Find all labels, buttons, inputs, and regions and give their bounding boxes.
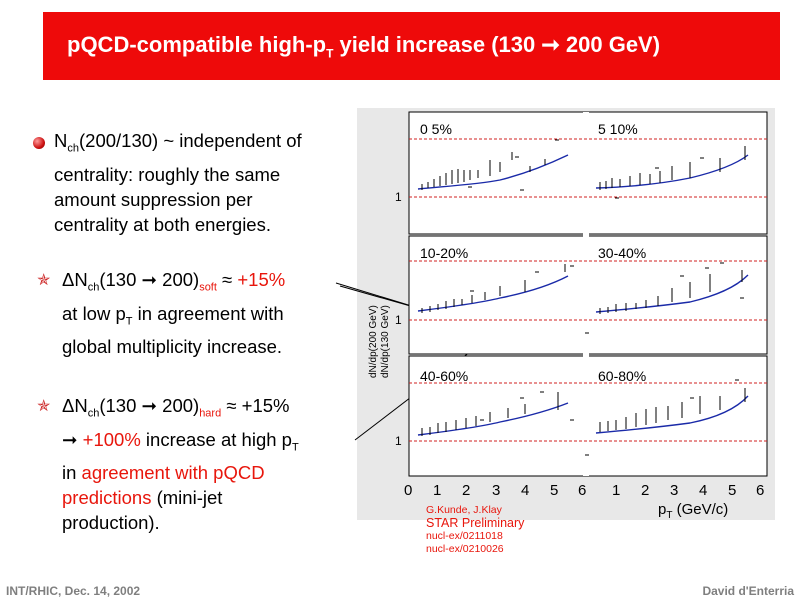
slide-title: pQCD-compatible high-pT yield increase (…: [67, 32, 661, 61]
plot-frames: [408, 111, 768, 477]
svg-text:6: 6: [578, 482, 586, 499]
ytick-label: 1: [395, 190, 402, 204]
bullet-3: ΔNch(130 ➞ 200)hard ≈ +15% ➞ +100% incre…: [62, 395, 299, 534]
x-axis-label: pT (GeV/c): [658, 501, 728, 521]
svg-text:1: 1: [612, 482, 620, 499]
svg-text:1: 1: [433, 482, 441, 499]
footer-author: David d'Enterria: [702, 584, 794, 598]
ytick-label: 1: [395, 313, 402, 327]
svg-text:0: 0: [404, 482, 412, 499]
svg-text:6: 6: [756, 482, 764, 499]
data-points: [421, 139, 746, 456]
bullet-ball-icon: [33, 137, 45, 149]
panel-label: 30-40%: [598, 245, 646, 261]
footer-event: INT/RHIC, Dec. 14, 2002: [6, 584, 141, 598]
x-axis-ticks: 0 1 2 3 4 5 6 1 2 3 4 5 6: [404, 482, 764, 499]
svg-text:3: 3: [492, 482, 500, 499]
svg-text:4: 4: [699, 482, 707, 499]
panel-label: 60-80%: [598, 368, 646, 384]
pqcd-curves: [417, 154, 749, 436]
figure-caption: G.Kunde, J.Klay STAR Preliminary nucl-ex…: [426, 504, 525, 555]
svg-text:2: 2: [641, 482, 649, 499]
svg-text:3: 3: [670, 482, 678, 499]
panel-label: 0 5%: [420, 121, 452, 137]
svg-text:5: 5: [550, 482, 558, 499]
panel-label: 5 10%: [598, 121, 638, 137]
panel-label: 40-60%: [420, 368, 468, 384]
ytick-label: 1: [395, 434, 402, 448]
bullet-1: Nch(200/130) ~ independent of centrality…: [54, 130, 302, 235]
title-bar: pQCD-compatible high-pT yield increase (…: [43, 12, 780, 80]
svg-text:5: 5: [728, 482, 736, 499]
svg-text:4: 4: [521, 482, 529, 499]
star-bullet-icon: ✯: [37, 398, 51, 415]
y-axis-label: dN/dp(200 GeV): [368, 305, 379, 378]
star-bullet-icon: ✯: [37, 272, 51, 289]
panel-label: 10-20%: [420, 245, 468, 261]
svg-text:2: 2: [462, 482, 470, 499]
y-axis-label: dN/dp(130 GeV): [380, 305, 391, 378]
bullet-2: ΔNch(130 ➞ 200)soft ≈ +15% at low pT in …: [62, 269, 286, 358]
